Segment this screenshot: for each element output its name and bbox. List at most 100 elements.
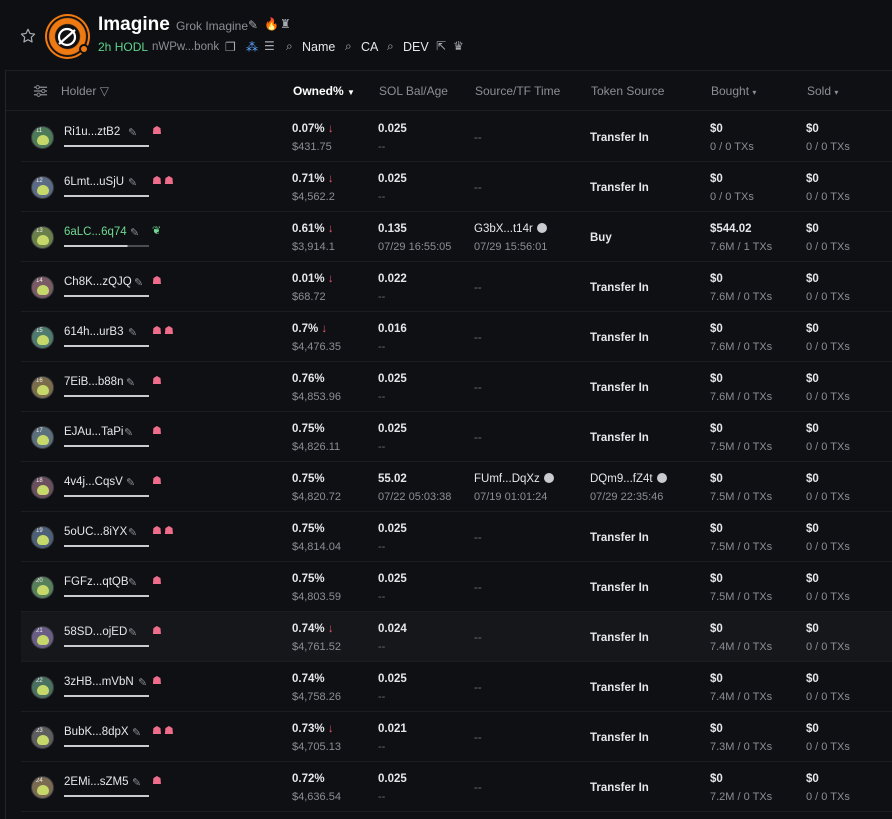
holder-address[interactable]: Ch8K...zQJQ [64, 276, 132, 288]
edit-label-icon[interactable]: ✎ [126, 477, 136, 489]
table-row[interactable]: 18 4v4j...CqsV ✎ ☗ 0.75% $4,820.72 55.02 07/22 … [21, 462, 892, 512]
funnel-icon[interactable]: ▽ [99, 84, 109, 98]
holder-rank: 16 [36, 378, 43, 384]
table-row[interactable]: 14 Ch8K...zQJQ ✎ ☗ 0.01% ↓ $68.72 0.022 -- -- Tra… [21, 262, 892, 312]
holder-avatar[interactable]: 19 [31, 526, 54, 549]
edit-label-icon[interactable]: ✎ [128, 177, 138, 189]
col-sol-bal[interactable]: SOL Bal/Age [379, 84, 448, 98]
search-dev-link[interactable]: DEV [403, 40, 429, 54]
fresh-wallet-icon: ❦ [152, 225, 162, 237]
holder-address[interactable]: 6Lmt...uSjU [64, 176, 125, 188]
owned-percent: 0.01% ↓ [292, 273, 334, 285]
col-holder[interactable]: Holder ▽ [61, 84, 109, 98]
sol-balance: 0.025 [378, 573, 407, 585]
holder-avatar[interactable]: 15 [31, 326, 54, 349]
edit-label-icon[interactable]: ✎ [128, 627, 138, 639]
holder-address[interactable]: 2EMi...sZM5 [64, 776, 129, 788]
edit-label-icon[interactable]: ✎ [132, 727, 142, 739]
holder-address[interactable]: 3zHB...mVbN [64, 676, 134, 688]
sol-balance: 0.021 [378, 723, 407, 735]
source-time: 07/29 15:56:01 [474, 241, 548, 253]
external-link-icon[interactable]: ⇱ [436, 39, 447, 53]
edit-label-icon[interactable]: ✎ [124, 427, 134, 439]
holders-group-icon[interactable]: ⁂ [246, 40, 258, 54]
table-row[interactable]: 12 6Lmt...uSjU ✎ ☗ ☗ 0.71% ↓ $4,562.2 0.025 -- --… [21, 162, 892, 212]
holder-address[interactable]: 4v4j...CqsV [64, 476, 123, 488]
holder-address[interactable]: FGFz...qtQB [64, 576, 129, 588]
contract-address[interactable]: nWPw...bonk [152, 41, 220, 53]
crown-icon[interactable]: ♛ [453, 39, 464, 53]
star-icon[interactable] [19, 27, 37, 45]
holder-avatar[interactable]: 22 [31, 676, 54, 699]
table-row[interactable]: 20 FGFz...qtQB ✎ ☗ 0.75% $4,803.59 0.025 -- -- Tr… [21, 562, 892, 612]
holder-avatar[interactable]: 23 [31, 726, 54, 749]
owned-percent: 0.61% ↓ [292, 223, 334, 235]
holder-avatar[interactable]: 16 [31, 376, 54, 399]
holder-rank: 20 [36, 578, 43, 584]
holder-avatar[interactable]: 13 [31, 226, 54, 249]
table-row[interactable]: 23 BubK...8dpX ✎ ☗ ☗ 0.73% ↓ $4,705.13 0.021 -- -… [21, 712, 892, 762]
holder-address[interactable]: 614h...urB3 [64, 326, 124, 338]
holder-address[interactable]: 6aLC...6q74 [64, 226, 127, 238]
token-source[interactable]: DQm9...fZ4t [590, 473, 667, 485]
holder-avatar[interactable]: 20 [31, 576, 54, 599]
table-row[interactable]: 19 5oUC...8iYX ✎ ☗ ☗ 0.75% $4,814.04 0.025 -- -- T… [21, 512, 892, 562]
table-row[interactable]: 15 614h...urB3 ✎ ☗ ☗ 0.7% ↓ $4,476.35 0.016 -- --… [21, 312, 892, 362]
holder-avatar[interactable]: 24 [31, 776, 54, 799]
owned-percent: 0.07% ↓ [292, 123, 334, 135]
filter-sliders-icon[interactable] [33, 84, 48, 98]
edit-label-icon[interactable]: ✎ [128, 127, 138, 139]
edit-label-icon[interactable]: ✎ [134, 277, 144, 289]
col-sold[interactable]: Sold ▾ [807, 84, 839, 98]
list-icon[interactable]: ☰ [264, 39, 275, 53]
bought-txs: 7.6M / 1 TXs [710, 241, 773, 253]
table-row[interactable]: 21 58SD...ojED ✎ ☗ 0.74% ↓ $4,761.52 0.024 -- --… [21, 612, 892, 662]
source-address[interactable]: G3bX...t14r [474, 223, 547, 235]
sol-balance: 55.02 [378, 473, 407, 485]
holder-rank: 22 [36, 678, 43, 684]
search-name-link[interactable]: Name [302, 40, 336, 54]
owned-percent: 0.75% [292, 573, 325, 585]
copy-icon[interactable]: ❐ [225, 40, 236, 54]
owned-percent: 0.75% [292, 523, 325, 535]
edit-label-icon[interactable]: ✎ [126, 377, 136, 389]
edit-label-icon[interactable]: ✎ [128, 327, 138, 339]
holder-address[interactable]: EJAu...TaPi [64, 426, 124, 438]
edit-label-icon[interactable]: ✎ [132, 777, 142, 789]
table-row[interactable]: 11 Ri1u...ztB2 ✎ ☗ 0.07% ↓ $431.75 0.025 -- -- Tr… [21, 112, 892, 162]
table-row[interactable]: 24 2EMi...sZM5 ✎ ☗ 0.72% $4,636.54 0.025 -- -- Tr… [21, 762, 892, 812]
edit-label-icon[interactable]: ✎ [130, 227, 140, 239]
holder-avatar[interactable]: 11 [31, 126, 54, 149]
holder-address[interactable]: 5oUC...8iYX [64, 526, 128, 538]
holder-address[interactable]: 7EiB...b88n [64, 376, 124, 388]
table-row[interactable]: 22 3zHB...mVbN ✎ ☗ 0.74% $4,758.26 0.025 -- -- Tr… [21, 662, 892, 712]
edit-label-icon[interactable]: ✎ [138, 677, 148, 689]
col-bought[interactable]: Bought ▾ [711, 84, 757, 98]
col-token-source[interactable]: Token Source [591, 84, 665, 98]
holder-address[interactable]: 58SD...ojED [64, 626, 128, 638]
holder-rank: 19 [36, 528, 43, 534]
holder-avatar[interactable]: 21 [31, 626, 54, 649]
token-subtitle: Grok Imagine [176, 19, 249, 33]
table-row[interactable]: 16 7EiB...b88n ✎ ☗ 0.76% $4,853.96 0.025 -- -- Tr… [21, 362, 892, 412]
holder-address[interactable]: Ri1u...ztB2 [64, 126, 121, 138]
bought-txs: 7.5M / 0 TXs [710, 441, 773, 453]
holder-avatar[interactable]: 18 [31, 476, 54, 499]
holder-rank: 21 [36, 628, 43, 634]
search-ca-link[interactable]: CA [361, 40, 379, 54]
sol-balance: 0.025 [378, 173, 407, 185]
holder-address[interactable]: BubK...8dpX [64, 726, 129, 738]
holder-avatar[interactable]: 12 [31, 176, 54, 199]
table-row[interactable]: 13 6aLC...6q74 ✎ ❦ 0.61% ↓ $3,914.1 0.135 07/29… [21, 212, 892, 262]
edit-label-icon[interactable]: ✎ [128, 577, 138, 589]
edit-label-icon[interactable]: ✎ [128, 527, 138, 539]
edit-icon[interactable]: ✎ [248, 18, 259, 32]
holder-avatar[interactable]: 14 [31, 276, 54, 299]
source-address[interactable]: FUmf...DqXz [474, 473, 554, 485]
holder-avatar[interactable]: 17 [31, 426, 54, 449]
col-owned[interactable]: Owned% ▼ [293, 84, 355, 98]
token-source: Transfer In [590, 282, 649, 294]
wallet-age: 07/22 05:03:38 [378, 491, 452, 503]
table-row[interactable]: 17 EJAu...TaPi ✎ ☗ 0.75% $4,826.11 0.025 -- -- Tr… [21, 412, 892, 462]
col-source-tf[interactable]: Source/TF Time [475, 84, 561, 98]
